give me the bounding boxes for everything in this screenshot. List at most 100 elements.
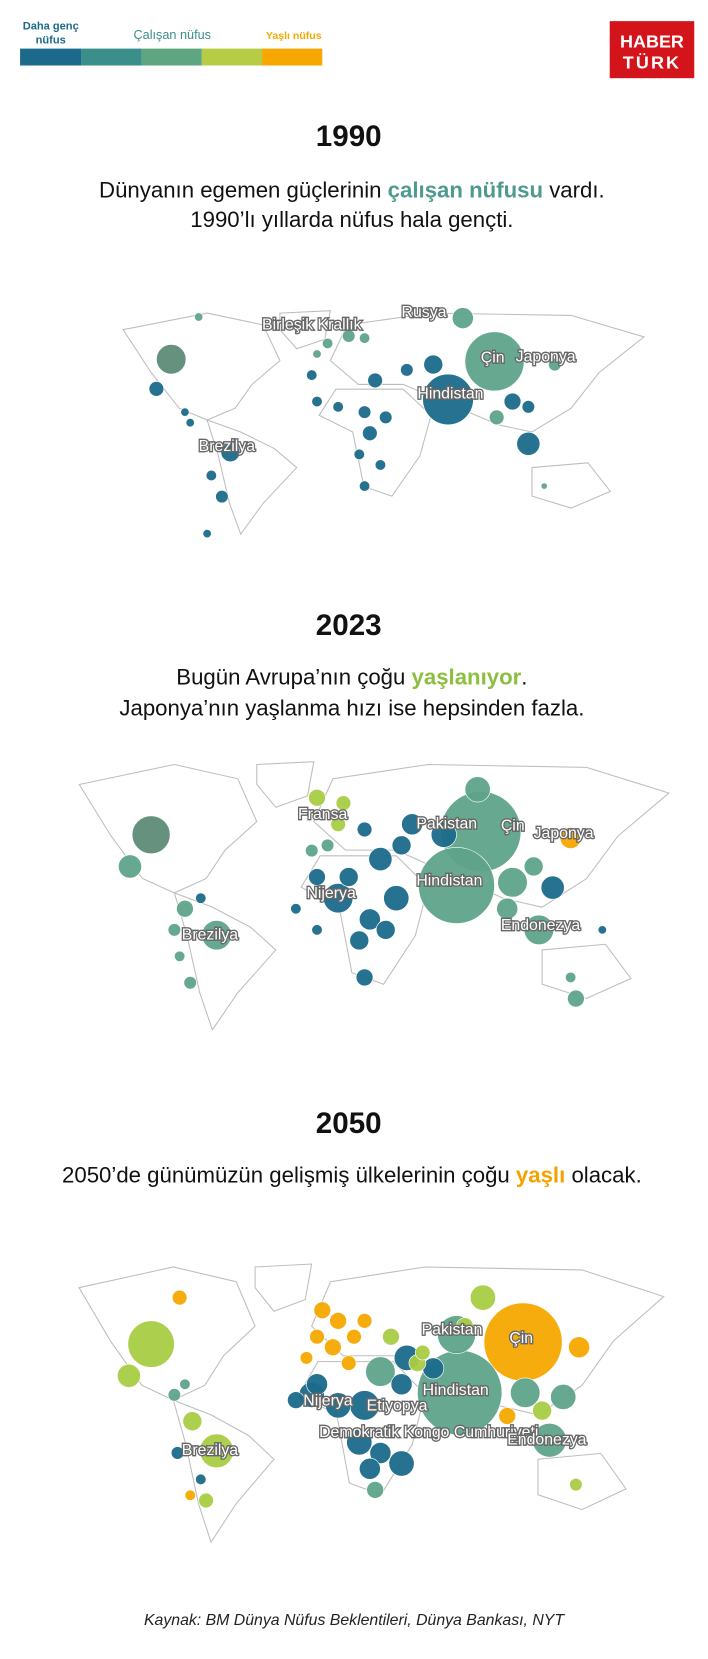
population-bubble	[346, 1429, 373, 1456]
population-bubble	[523, 856, 544, 877]
logo-text: HABER	[620, 32, 684, 52]
population-bubble	[375, 920, 396, 940]
year-heading: 1990	[316, 120, 382, 153]
population-bubble	[401, 813, 424, 836]
population-bubble	[368, 847, 393, 872]
country-label: Endonezya	[501, 917, 580, 934]
logo-box	[609, 21, 695, 79]
population-bubble	[332, 401, 344, 413]
country-label: Çin	[481, 349, 505, 366]
population-bubble	[358, 480, 371, 492]
landmass	[537, 1452, 627, 1511]
population-bubble	[423, 354, 444, 375]
population-bubble	[342, 329, 356, 343]
population-bubble	[167, 923, 182, 937]
country-label: Fransa	[298, 806, 347, 823]
population-bubble	[521, 400, 536, 414]
population-bubble	[516, 431, 541, 456]
description-part: Dünyanın egemen güçlerinin	[99, 178, 388, 203]
population-bubble	[194, 312, 204, 322]
population-bubble	[156, 344, 187, 375]
population-bubble	[195, 1473, 207, 1485]
population-bubble	[183, 976, 197, 990]
population-bubble	[313, 1301, 332, 1320]
population-bubble	[323, 883, 354, 914]
population-bubble	[176, 899, 194, 918]
country-label: Demokratik Kongo Cumhuriyeti	[319, 1424, 538, 1441]
description-part: Bugün Avrupa’nın çoğu	[176, 665, 411, 690]
legend-label: Çalışan nüfus	[133, 28, 211, 42]
population-bubble	[329, 1312, 347, 1330]
description-part: yaşlanıyor	[412, 665, 522, 690]
country-label: Etiyopya	[367, 1398, 428, 1415]
population-bubble	[422, 373, 474, 426]
population-bubble	[170, 1446, 185, 1460]
legend-swatch	[81, 48, 142, 66]
population-bubble	[456, 1317, 474, 1335]
population-bubble	[346, 1328, 362, 1345]
population-bubble	[341, 1355, 357, 1371]
population-bubble	[391, 835, 412, 856]
population-bubble	[550, 1383, 577, 1410]
population-bubble	[532, 1400, 552, 1421]
population-bubble	[195, 892, 207, 904]
population-bubble	[451, 307, 474, 329]
population-bubble	[312, 349, 322, 359]
population-bubble	[201, 920, 232, 951]
population-bubble	[308, 789, 326, 807]
population-bubble	[148, 381, 165, 397]
population-bubble	[540, 875, 565, 900]
population-bubble	[335, 795, 352, 811]
population-bubble	[202, 529, 212, 539]
description-part: Japonya’nın yaşlanma hızı ise hepsinden …	[119, 695, 584, 720]
population-bubble	[220, 442, 241, 463]
year-heading: 2023	[316, 609, 382, 642]
population-bubble	[388, 1450, 415, 1477]
landmass	[206, 419, 298, 536]
description-line: Dünyanın egemen güçlerinin çalışan nüfus…	[99, 178, 605, 203]
legend-label: Daha genç	[23, 21, 79, 33]
description-line: Bugün Avrupa’nın çoğu yaşlanıyor.	[176, 665, 527, 690]
country-label: Hindistan	[417, 385, 483, 402]
country-label: Hindistan	[423, 1382, 489, 1399]
population-bubble	[374, 459, 387, 471]
population-bubble	[199, 1433, 234, 1469]
country-label: Brezilya	[182, 1442, 239, 1459]
map: Birleşik Krallık Rusya Çin Japonya Hindistan…	[122, 303, 646, 539]
population-bubble	[382, 1327, 400, 1346]
population-bubble	[498, 1407, 516, 1425]
landmass	[254, 1263, 313, 1312]
population-bubble	[567, 989, 585, 1008]
map: Pakistan Çin Hindistan Nijerya Etiyopya Demok…	[78, 1263, 665, 1544]
description-part: olacak.	[565, 1162, 641, 1187]
population-bubble	[287, 1391, 305, 1409]
population-bubble	[349, 930, 370, 951]
population-bubble	[358, 1457, 381, 1480]
population-bubble	[510, 1377, 541, 1408]
population-bubble	[569, 1477, 583, 1492]
population-bubble	[540, 482, 548, 490]
population-bubble	[365, 1356, 396, 1387]
population-bubble	[369, 1442, 392, 1464]
description-part: çalışan nüfusu	[388, 178, 543, 203]
description-line: 2050’de günümüzün gelişmiş ülkelerinin ç…	[62, 1162, 642, 1187]
landmass	[172, 1399, 275, 1544]
section: 2050 2050’de günümüzün gelişmiş ülkelerin…	[62, 1107, 665, 1544]
description-line: Japonya’nın yaşlanma hızı ise hepsinden …	[119, 695, 584, 720]
population-bubble	[464, 776, 491, 803]
year-heading: 2050	[316, 1107, 382, 1140]
population-bubble	[362, 425, 378, 441]
population-bubble	[338, 867, 359, 887]
population-bubble	[355, 968, 374, 987]
population-bubble	[306, 1373, 328, 1396]
population-bubble	[320, 838, 335, 853]
population-bubble	[330, 816, 346, 832]
population-bubble	[116, 1363, 141, 1388]
population-bubble	[523, 914, 555, 945]
landmass	[318, 388, 432, 497]
landmass	[541, 943, 632, 1000]
population-bubble	[559, 827, 582, 849]
population-bubble	[131, 815, 171, 855]
description-part: .	[521, 665, 527, 690]
